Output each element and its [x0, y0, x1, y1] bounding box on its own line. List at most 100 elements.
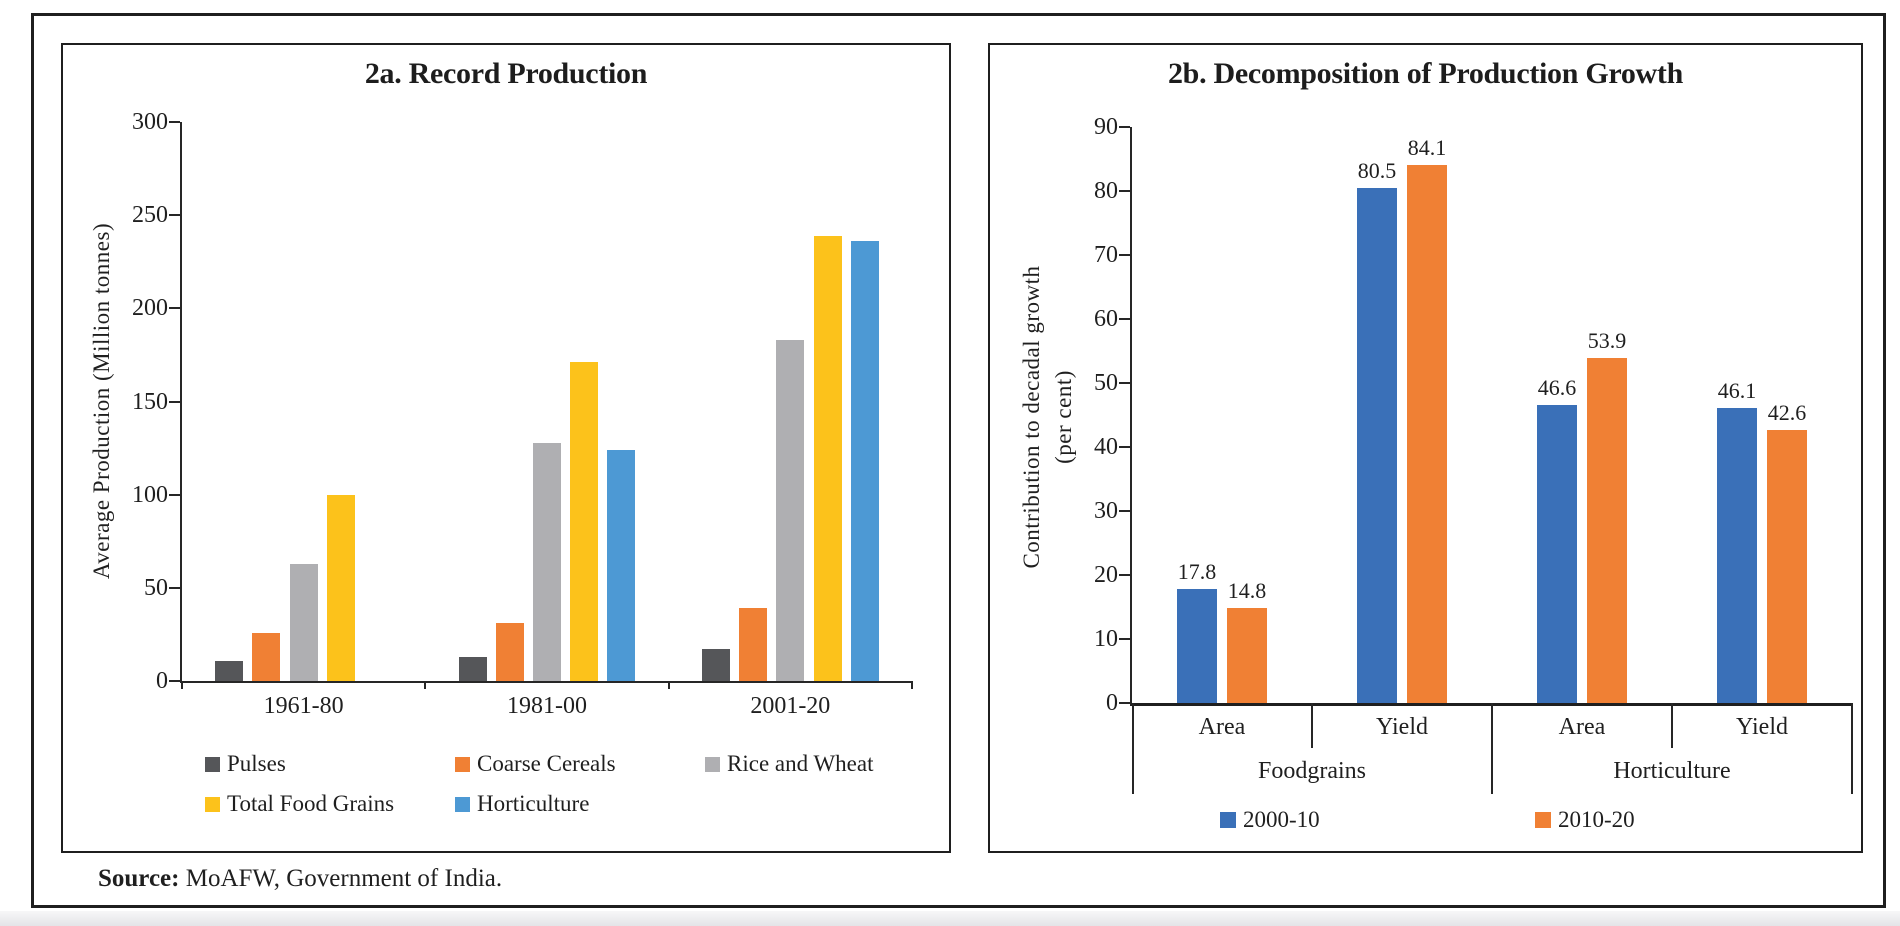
legend-swatch-icon [205, 796, 220, 812]
panel-2a: 2a. Record Production Average Production… [61, 43, 951, 853]
bar-2010-20 [1587, 358, 1627, 703]
legend-item-2010-20: 2010-20 [1535, 807, 1635, 833]
bar-value-label: 42.6 [1767, 400, 1807, 426]
bar-total-food-grains [570, 362, 599, 681]
legend-swatch-icon [455, 796, 470, 812]
bar-pulses [701, 649, 730, 681]
y-axis-tick-label: 100 [132, 481, 168, 508]
y-axis-tick [1119, 254, 1130, 256]
source-note: Source: MoAFW, Government of India. [98, 865, 502, 893]
x-axis-tick [181, 681, 183, 689]
figure-frame: 2a. Record Production Average Production… [31, 13, 1886, 908]
bar-value-label: 80.5 [1357, 157, 1397, 183]
legend-label: Pulses [227, 751, 286, 776]
y-axis-tick-label: 50 [144, 574, 168, 601]
legend-label: Horticulture [477, 791, 590, 816]
bar-rice-and-wheat [533, 442, 561, 681]
y-axis-tick [1119, 702, 1130, 704]
x-axis-category-label: 1981-00 [506, 693, 587, 719]
y-axis-tick-label: 40 [1094, 434, 1118, 460]
bar-pulses [458, 656, 487, 681]
legend-label: Rice and Wheat [727, 751, 874, 776]
x-axis-tick [911, 681, 913, 689]
bar-total-food-grains [813, 235, 842, 681]
y-axis-tick [1119, 190, 1130, 192]
chart-2b-plot-area: 0 10 20 30 40 50 60 70 80 90 17.8 14.8 Area 80.5 84.1 Y… [1094, 115, 1853, 794]
y-axis-tick [169, 586, 180, 589]
category-table-divider [1491, 703, 1493, 794]
x-axis-group-label: Horticulture [1613, 758, 1731, 784]
x-axis-category-label: 2001-20 [750, 693, 831, 719]
legend-swatch-icon [1535, 812, 1551, 828]
bar-value-label: 46.6 [1537, 374, 1577, 400]
y-axis-tick-label: 70 [1094, 242, 1118, 268]
y-axis-tick [1119, 126, 1130, 128]
chart-2b-title: 2b. Decomposition of Production Growth [1167, 57, 1683, 90]
x-axis-category-label: Yield [1736, 714, 1788, 740]
source-label: Source: [98, 865, 180, 892]
y-axis-tick [169, 121, 180, 123]
y-axis-tick [169, 400, 180, 403]
y-axis-tick [1119, 638, 1130, 640]
legend-label: Coarse Cereals [477, 751, 616, 776]
x-axis-group-label: Foodgrains [1258, 758, 1366, 784]
legend-item-horticulture: Horticulture [455, 791, 589, 817]
legend-item-rice-and-wheat: Rice and Wheat [705, 751, 873, 777]
bar-value-label: 17.8 [1177, 559, 1217, 585]
source-text: MoAFW, Government of India. [179, 865, 503, 892]
bar-2000-10 [1717, 407, 1757, 703]
bar-2000-10 [1537, 404, 1577, 703]
bar-coarse-cereals [739, 608, 768, 681]
y-axis-tick [169, 680, 180, 682]
y-axis-tick-label: 10 [1094, 626, 1118, 652]
bar-coarse-cereals [252, 632, 281, 681]
page-background-strip [0, 911, 1900, 926]
bar-2000-10 [1177, 589, 1217, 703]
legend-item-2000-10: 2000-10 [1220, 807, 1320, 833]
bar-horticulture [850, 241, 879, 681]
y-axis-tick-label: 80 [1094, 178, 1118, 204]
legend-swatch-icon [1220, 812, 1236, 828]
x-axis-category-label: Area [1198, 714, 1246, 740]
chart-2a-plot-area: 0 50 100 150 200 250 300 1961-80 1981-00 2001-20 [132, 110, 913, 719]
y-axis-tick-label: 0 [156, 668, 168, 694]
y-axis-tick [1119, 574, 1130, 576]
x-axis-category-label: Area [1558, 714, 1606, 740]
category-table-divider [1132, 703, 1134, 794]
legend-item-pulses: Pulses [205, 751, 286, 777]
y-axis-tick [1119, 446, 1130, 448]
y-axis-tick-label: 250 [132, 202, 168, 229]
bar-total-food-grains [326, 494, 355, 681]
y-axis-tick [169, 307, 180, 310]
bar-pulses [215, 660, 244, 681]
panel-2b: 2b. Decomposition of Production Growth C… [988, 43, 1863, 853]
bar-2010-20 [1767, 430, 1807, 703]
y-axis-tick [1119, 382, 1130, 384]
bar-rice-and-wheat [776, 340, 805, 681]
y-axis-tick [1119, 318, 1130, 320]
chart-2a-title: 2a. Record Production [364, 57, 648, 90]
category-table-divider [1671, 703, 1673, 748]
bar-2010-20 [1407, 164, 1447, 703]
bar-2010-20 [1227, 608, 1267, 703]
y-axis-tick-label: 50 [1094, 370, 1118, 396]
bar-rice-and-wheat [289, 563, 318, 681]
bar-value-label: 14.8 [1227, 578, 1267, 604]
x-axis-tick [424, 681, 427, 689]
y-axis-tick-label: 90 [1094, 114, 1118, 140]
x-axis-category-label: 1961-80 [263, 693, 344, 719]
y-axis-tick-label: 0 [1106, 690, 1118, 716]
legend-item-coarse-cereals: Coarse Cereals [455, 751, 616, 777]
bar-value-label: 46.1 [1717, 377, 1757, 403]
y-axis-tick-label: 60 [1094, 306, 1118, 332]
y-axis-tick-label: 30 [1094, 498, 1118, 524]
legend-swatch-icon [705, 756, 720, 772]
y-axis-tick [169, 493, 180, 496]
legend-swatch-icon [205, 756, 220, 772]
bar-horticulture [607, 449, 636, 681]
y-axis-tick-label: 20 [1094, 562, 1118, 588]
category-table-divider [1851, 703, 1853, 794]
category-table-divider [1311, 703, 1313, 748]
bar-coarse-cereals [495, 623, 524, 681]
legend-swatch-icon [455, 756, 470, 772]
